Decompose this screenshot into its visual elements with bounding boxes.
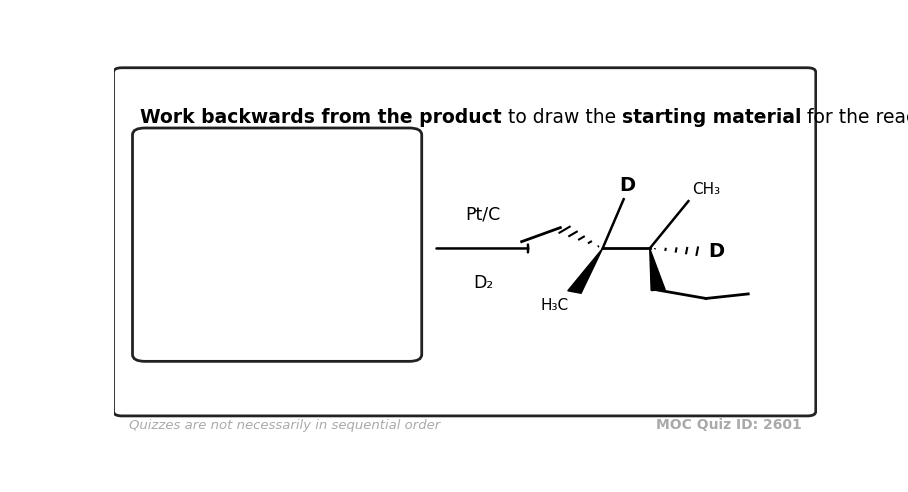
Polygon shape	[568, 248, 603, 293]
Text: D₂: D₂	[473, 274, 493, 292]
Text: D: D	[619, 177, 636, 195]
Text: H₃C: H₃C	[540, 298, 568, 313]
Text: Quizzes are not necessarily in sequential order: Quizzes are not necessarily in sequentia…	[129, 419, 440, 432]
Text: for the reaction below: for the reaction below	[802, 108, 908, 127]
Text: Work backwards from the product: Work backwards from the product	[140, 108, 502, 127]
Text: starting material: starting material	[622, 108, 802, 127]
Text: CH₃: CH₃	[692, 183, 720, 197]
Text: D: D	[708, 242, 725, 261]
FancyBboxPatch shape	[133, 128, 421, 361]
Text: to draw the: to draw the	[502, 108, 622, 127]
Text: MOC Quiz ID: 2601: MOC Quiz ID: 2601	[656, 418, 802, 432]
Polygon shape	[650, 248, 666, 291]
Text: Pt/C: Pt/C	[465, 205, 500, 223]
FancyBboxPatch shape	[114, 68, 815, 416]
